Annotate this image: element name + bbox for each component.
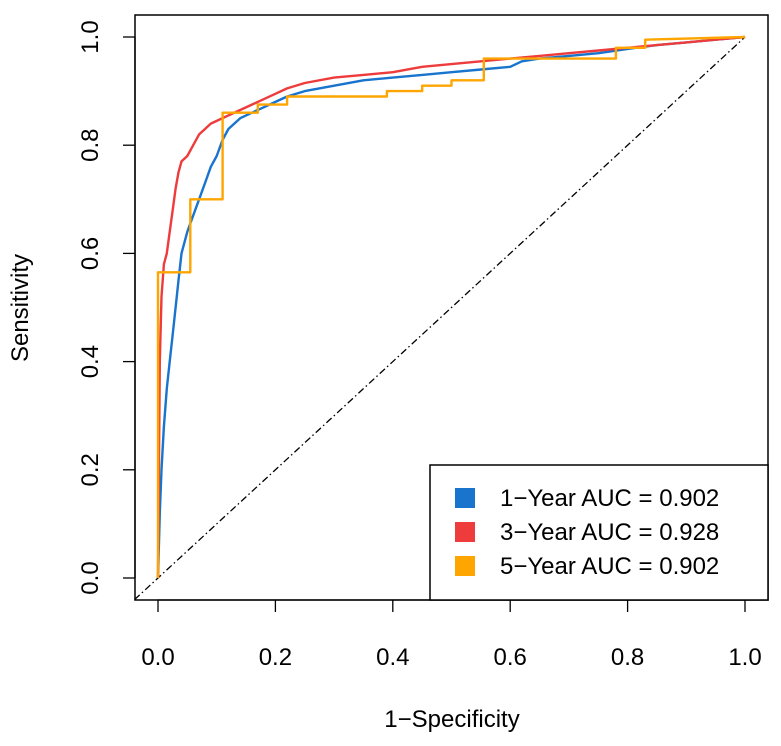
legend-label-5-year: 5−Year AUC = 0.902 xyxy=(500,553,719,580)
x-tick-label: 0.6 xyxy=(494,644,527,671)
y-tick-label: 0.8 xyxy=(77,129,104,162)
legend-label-3-year: 3−Year AUC = 0.928 xyxy=(500,519,719,546)
roc-series-line-2 xyxy=(156,35,746,579)
legend: 1−Year AUC = 0.902 3−Year AUC = 0.928 5−… xyxy=(429,464,769,601)
y-tick-label: 0.0 xyxy=(77,561,104,594)
legend-swatch-3-year xyxy=(455,522,475,542)
x-tick-label: 0.0 xyxy=(141,644,174,671)
y-axis: 0.0 0.2 0.4 0.6 0.8 1.0 xyxy=(77,20,136,595)
x-tick-label: 0.4 xyxy=(376,644,409,671)
y-tick-label: 0.6 xyxy=(77,237,104,270)
y-tick-label: 0.4 xyxy=(77,345,104,378)
series-group xyxy=(156,35,746,579)
x-tick-label: 1.0 xyxy=(728,644,761,671)
reference-diagonal-line xyxy=(134,36,746,601)
x-axis-title: 1−Specificity xyxy=(384,706,519,733)
legend-swatch-1-year xyxy=(455,488,475,508)
x-axis: 0.0 0.2 0.4 0.6 0.8 1.0 xyxy=(141,599,762,671)
x-tick-label: 0.2 xyxy=(259,644,292,671)
legend-label-1-year: 1−Year AUC = 0.902 xyxy=(500,485,719,512)
legend-box xyxy=(429,464,769,601)
y-tick-label: 1.0 xyxy=(77,20,104,53)
y-tick-label: 0.2 xyxy=(77,453,104,486)
legend-swatch-5-year xyxy=(455,556,475,576)
y-axis-title: Sensitivity xyxy=(7,254,34,362)
x-tick-label: 0.8 xyxy=(611,644,644,671)
roc-series-line-3 xyxy=(156,35,746,578)
